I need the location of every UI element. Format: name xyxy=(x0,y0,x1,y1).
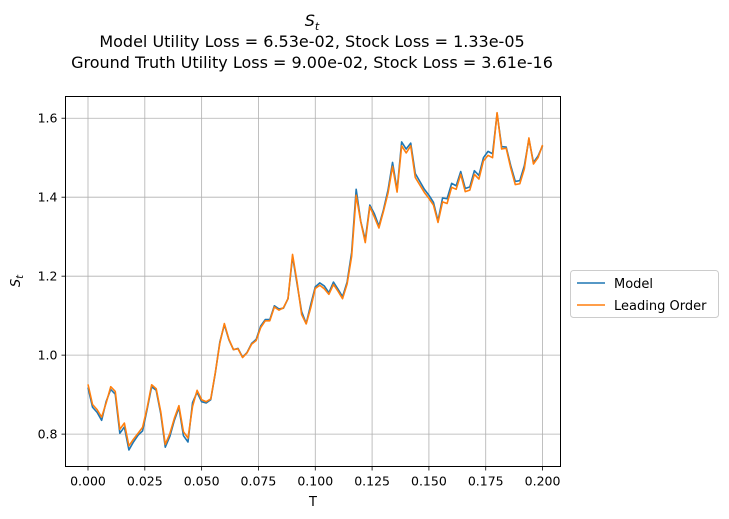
series-lines xyxy=(87,111,544,451)
chart-title-line3: Ground Truth Utility Loss = 9.00e-02, St… xyxy=(71,53,553,72)
series-line-leading-order xyxy=(87,111,544,447)
x-tick-label: 0.175 xyxy=(468,474,504,489)
y-tick-label: 1.0 xyxy=(38,348,58,363)
x-tick-label: 0.100 xyxy=(297,474,333,489)
legend-label-leading-order: Leading Order xyxy=(614,299,707,314)
y-axis-label: St xyxy=(9,274,26,287)
grid xyxy=(65,96,561,467)
y-tick-label: 1.6 xyxy=(38,111,58,126)
y-tick-label: 0.8 xyxy=(38,427,58,442)
chart-title-line2: Model Utility Loss = 6.53e-02, Stock Los… xyxy=(99,32,524,51)
x-tick-label: 0.125 xyxy=(354,474,390,489)
y-tick-label: 1.4 xyxy=(38,190,58,205)
y-tick-label: 1.2 xyxy=(38,269,58,284)
legend: Model Leading Order xyxy=(570,270,719,318)
x-tick-label: 0.150 xyxy=(411,474,447,489)
legend-label-model: Model xyxy=(614,277,653,292)
x-tick-label: 0.050 xyxy=(184,474,220,489)
x-axis-ticks: 0.000 0.025 0.050 0.075 0.100 0.125 0.150 0.175… xyxy=(70,466,561,489)
x-tick-label: 0.025 xyxy=(127,474,163,489)
chart-title-symbol: St xyxy=(305,11,320,33)
x-tick-label: 0.000 xyxy=(70,474,106,489)
x-axis-label: T xyxy=(308,495,317,510)
x-tick-label: 0.075 xyxy=(241,474,277,489)
y-axis-ticks: 0.8 1.0 1.2 1.4 1.6 xyxy=(38,111,66,442)
x-tick-label: 0.200 xyxy=(525,474,561,489)
legend-box xyxy=(570,270,719,318)
plot-frame xyxy=(65,96,561,467)
